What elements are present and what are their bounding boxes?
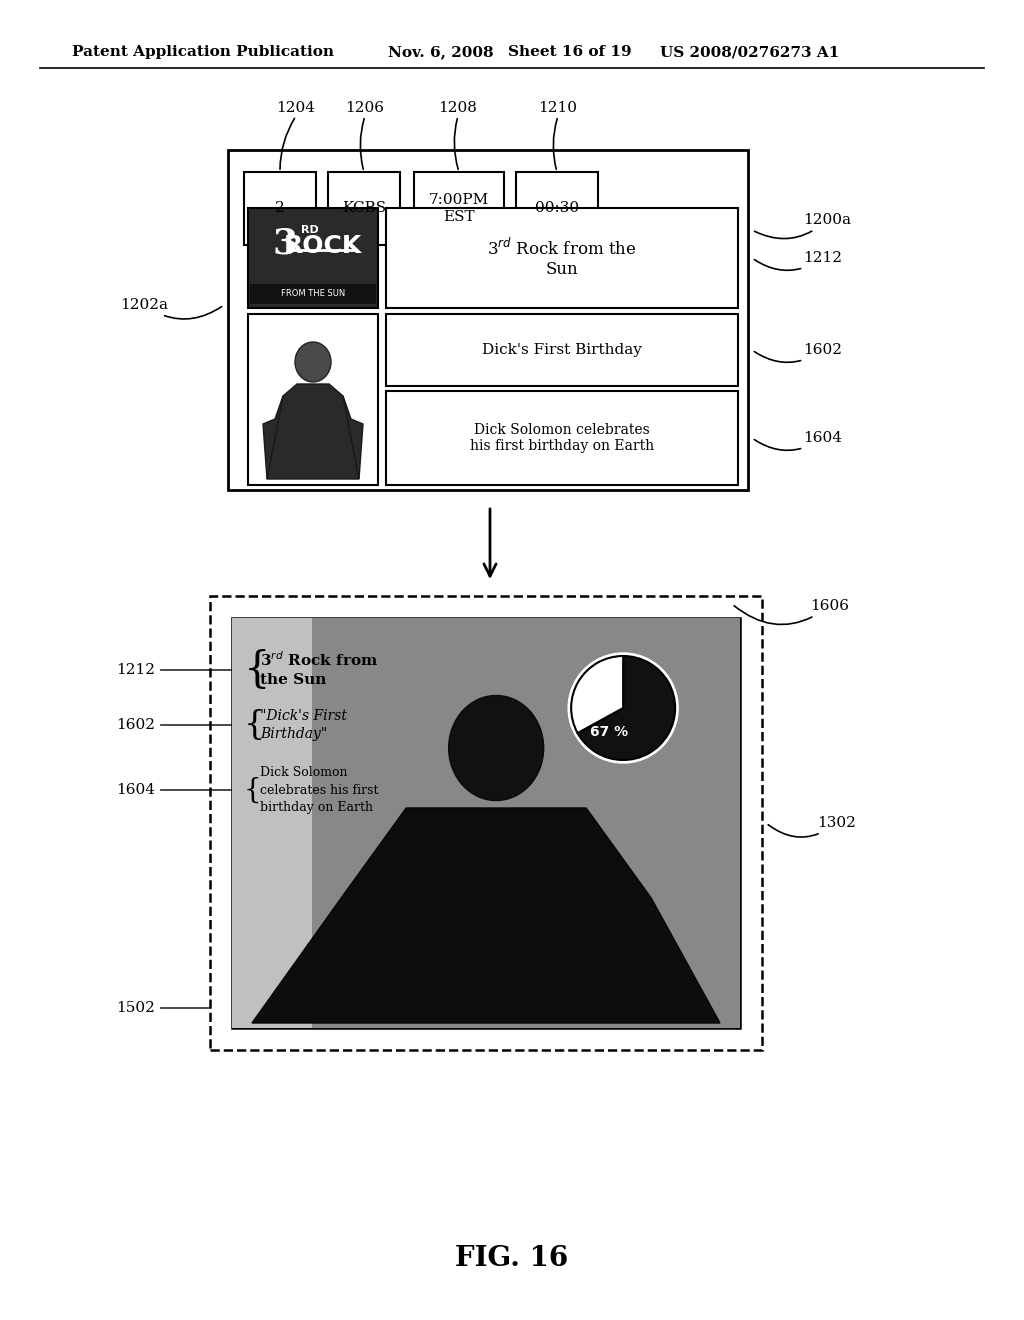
FancyBboxPatch shape [250, 284, 376, 304]
Circle shape [568, 653, 678, 763]
Polygon shape [343, 396, 362, 479]
Text: {: { [244, 649, 270, 690]
Text: 1302: 1302 [768, 816, 856, 837]
FancyBboxPatch shape [244, 172, 316, 246]
Text: 3$^{rd}$ Rock from: 3$^{rd}$ Rock from [260, 651, 378, 669]
FancyArrowPatch shape [455, 119, 458, 169]
Text: 67 %: 67 % [590, 725, 628, 739]
Text: 1604: 1604 [116, 783, 242, 797]
Text: 1202a: 1202a [120, 298, 222, 319]
Text: Dick Solomon: Dick Solomon [260, 767, 347, 780]
Text: 1502: 1502 [116, 1001, 209, 1015]
Text: 1212: 1212 [755, 251, 842, 271]
Text: FIG. 16: FIG. 16 [456, 1245, 568, 1271]
Text: 1206: 1206 [345, 102, 384, 115]
FancyBboxPatch shape [386, 314, 738, 385]
Text: birthday on Earth: birthday on Earth [260, 800, 373, 813]
FancyBboxPatch shape [248, 209, 378, 308]
Text: Dick Solomon celebrates
his first birthday on Earth: Dick Solomon celebrates his first birthd… [470, 422, 654, 453]
FancyBboxPatch shape [232, 618, 740, 1028]
Text: the Sun: the Sun [260, 673, 327, 686]
Text: celebrates his first: celebrates his first [260, 784, 379, 796]
FancyArrowPatch shape [360, 119, 365, 169]
Text: FROM THE SUN: FROM THE SUN [281, 289, 345, 298]
FancyBboxPatch shape [312, 618, 740, 1028]
Polygon shape [263, 396, 283, 479]
Text: {: { [244, 709, 265, 741]
Text: KCBS: KCBS [342, 202, 386, 215]
Text: Dick's First Birthday: Dick's First Birthday [482, 343, 642, 356]
Text: 3: 3 [272, 227, 298, 261]
Text: 1602: 1602 [755, 343, 842, 362]
Polygon shape [252, 808, 720, 1023]
Text: 00:30: 00:30 [535, 202, 579, 215]
FancyBboxPatch shape [414, 172, 504, 246]
Text: 1200a: 1200a [755, 213, 851, 239]
Text: Patent Application Publication: Patent Application Publication [72, 45, 334, 59]
Text: Nov. 6, 2008: Nov. 6, 2008 [388, 45, 494, 59]
FancyBboxPatch shape [516, 172, 598, 246]
Text: US 2008/0276273 A1: US 2008/0276273 A1 [660, 45, 840, 59]
FancyArrowPatch shape [280, 119, 295, 169]
Text: Birthday": Birthday" [260, 727, 328, 741]
FancyBboxPatch shape [228, 150, 748, 490]
Text: 7:00PM
EST: 7:00PM EST [429, 194, 489, 223]
Wedge shape [578, 656, 675, 760]
Text: 1204: 1204 [276, 102, 315, 115]
FancyArrowPatch shape [553, 119, 557, 169]
Text: 3$^{rd}$ Rock from the
Sun: 3$^{rd}$ Rock from the Sun [487, 238, 637, 279]
FancyBboxPatch shape [248, 314, 378, 484]
FancyBboxPatch shape [232, 618, 740, 1028]
Text: ROCK: ROCK [284, 234, 362, 257]
Ellipse shape [449, 696, 544, 800]
Text: "Dick's First: "Dick's First [260, 709, 347, 723]
FancyBboxPatch shape [210, 597, 762, 1049]
FancyBboxPatch shape [328, 172, 400, 246]
Text: 1602: 1602 [116, 718, 242, 733]
Ellipse shape [295, 342, 331, 381]
Wedge shape [571, 656, 624, 733]
Text: 1604: 1604 [755, 432, 842, 450]
Text: 2: 2 [275, 202, 285, 215]
Text: 1212: 1212 [116, 663, 242, 677]
Text: 1606: 1606 [734, 599, 849, 624]
FancyBboxPatch shape [386, 209, 738, 308]
Text: 1208: 1208 [438, 102, 477, 115]
Polygon shape [267, 384, 359, 479]
Text: RD: RD [301, 224, 318, 235]
Text: {: { [244, 776, 261, 804]
Text: Sheet 16 of 19: Sheet 16 of 19 [508, 45, 632, 59]
Text: 1210: 1210 [539, 102, 578, 115]
FancyBboxPatch shape [386, 391, 738, 484]
